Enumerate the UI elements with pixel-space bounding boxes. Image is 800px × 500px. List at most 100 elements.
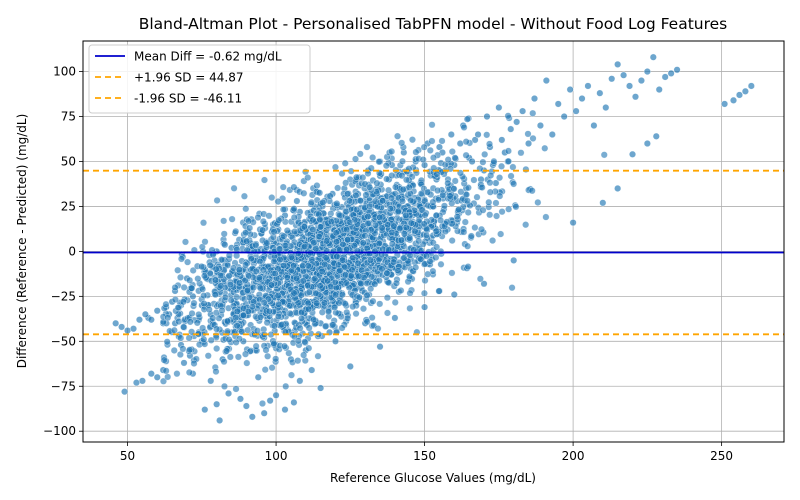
- scatter-point: [721, 100, 729, 108]
- scatter-point: [162, 367, 170, 375]
- scatter-point: [270, 339, 278, 347]
- scatter-point: [344, 190, 352, 198]
- scatter-point: [135, 316, 143, 324]
- scatter-point: [608, 75, 616, 83]
- scatter-point: [243, 237, 251, 245]
- scatter-point: [371, 280, 379, 288]
- scatter-point: [478, 183, 486, 191]
- scatter-point: [486, 179, 494, 187]
- scatter-point: [464, 208, 472, 216]
- scatter-point: [400, 230, 408, 238]
- scatter-point: [522, 221, 530, 229]
- scatter-point: [510, 256, 518, 264]
- scatter-point: [201, 272, 209, 280]
- scatter-point: [260, 176, 268, 184]
- scatter-point: [190, 299, 198, 307]
- scatter-point: [245, 217, 253, 225]
- scatter-point: [285, 349, 293, 357]
- scatter-point: [338, 170, 346, 178]
- scatter-point: [507, 172, 515, 180]
- scatter-point: [263, 319, 271, 327]
- scatter-point: [390, 222, 398, 230]
- scatter-point: [331, 303, 339, 311]
- scatter-point: [369, 297, 377, 305]
- scatter-point: [504, 147, 512, 155]
- legend: Mean Diff = -0.62 mg/dL +1.96 SD = 44.87…: [88, 44, 311, 114]
- scatter-point: [316, 189, 324, 197]
- scatter-point: [280, 262, 288, 270]
- scatter-point: [188, 284, 196, 292]
- scatter-point: [186, 346, 194, 354]
- scatter-point: [227, 296, 235, 304]
- scatter-point: [512, 203, 520, 211]
- scatter-point: [318, 308, 326, 316]
- x-tick-label: 150: [413, 449, 436, 463]
- scatter-point: [341, 263, 349, 271]
- scatter-point: [451, 177, 459, 185]
- scatter-point: [463, 197, 471, 205]
- scatter-point: [471, 224, 479, 232]
- scatter-point: [225, 336, 233, 343]
- scatter-point: [352, 191, 360, 199]
- scatter-point: [300, 189, 308, 197]
- scatter-point: [430, 154, 438, 162]
- scatter-point: [394, 267, 402, 275]
- scatter-point: [402, 176, 410, 184]
- scatter-point: [421, 303, 429, 311]
- scatter-point: [599, 199, 607, 207]
- scatter-point: [242, 205, 250, 213]
- scatter-point: [461, 218, 469, 226]
- scatter-point: [232, 338, 240, 346]
- scatter-point: [437, 247, 445, 255]
- scatter-point: [174, 304, 182, 312]
- scatter-point: [254, 213, 262, 221]
- scatter-point: [259, 226, 267, 234]
- scatter-point: [652, 132, 660, 140]
- scatter-point: [388, 240, 396, 248]
- scatter-point: [275, 313, 282, 320]
- scatter-point: [460, 228, 468, 236]
- scatter-point: [342, 179, 350, 187]
- scatter-point: [189, 266, 197, 274]
- scatter-point: [428, 137, 436, 145]
- scatter-point: [170, 326, 178, 334]
- scatter-point: [375, 240, 383, 248]
- scatter-point: [220, 230, 228, 238]
- scatter-point: [584, 82, 592, 90]
- scatter-point: [344, 236, 352, 244]
- scatter-point: [483, 131, 491, 139]
- scatter-point: [220, 358, 228, 366]
- scatter-point: [276, 256, 284, 263]
- legend-upper-label: +1.96 SD = 44.87: [134, 71, 243, 85]
- scatter-point: [629, 150, 637, 158]
- scatter-point: [344, 314, 352, 322]
- scatter-point: [406, 190, 414, 198]
- scatter-point: [485, 198, 493, 206]
- scatter-point: [487, 171, 495, 179]
- y-tick-label: −100: [43, 424, 76, 438]
- scatter-point: [353, 206, 361, 214]
- scatter-point: [200, 292, 208, 300]
- scatter-point: [397, 287, 405, 294]
- scatter-point: [274, 198, 282, 206]
- scatter-point: [261, 366, 269, 374]
- scatter-point: [375, 158, 383, 166]
- scatter-point: [141, 310, 149, 318]
- scatter-point: [578, 95, 586, 103]
- scatter-point: [321, 260, 329, 268]
- scatter-point: [388, 228, 396, 236]
- scatter-point: [379, 197, 387, 205]
- scatter-point: [244, 307, 252, 315]
- scatter-point: [268, 194, 276, 202]
- scatter-point: [177, 255, 185, 263]
- scatter-point: [323, 237, 331, 245]
- scatter-point: [600, 151, 608, 159]
- scatter-point: [407, 196, 415, 204]
- scatter-point: [333, 252, 341, 260]
- plot-frame: [82, 40, 785, 443]
- scatter-point: [463, 115, 471, 123]
- scatter-point: [205, 306, 213, 314]
- scatter-point: [287, 253, 295, 261]
- scatter-point: [352, 310, 360, 318]
- scatter-point: [312, 289, 320, 297]
